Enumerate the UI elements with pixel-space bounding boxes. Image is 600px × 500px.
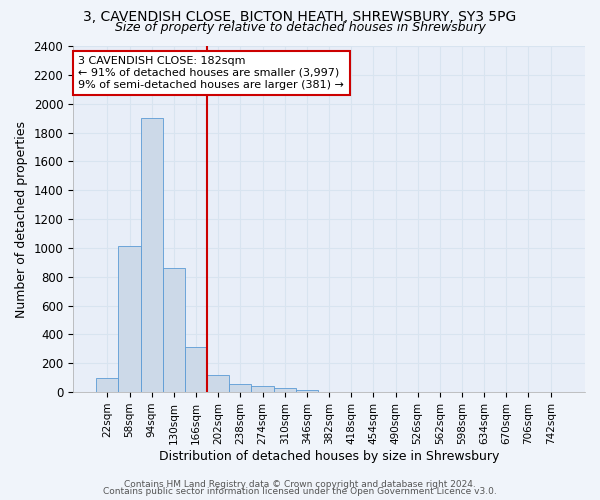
Bar xyxy=(140,118,163,392)
Bar xyxy=(251,386,274,392)
Bar xyxy=(185,348,207,392)
Text: Size of property relative to detached houses in Shrewsbury: Size of property relative to detached ho… xyxy=(115,21,485,34)
Text: Contains HM Land Registry data © Crown copyright and database right 2024.: Contains HM Land Registry data © Crown c… xyxy=(124,480,476,489)
Text: 3, CAVENDISH CLOSE, BICTON HEATH, SHREWSBURY, SY3 5PG: 3, CAVENDISH CLOSE, BICTON HEATH, SHREWS… xyxy=(83,10,517,24)
Bar xyxy=(96,378,118,392)
Bar xyxy=(118,246,140,392)
Bar xyxy=(229,384,251,392)
Text: Contains public sector information licensed under the Open Government Licence v3: Contains public sector information licen… xyxy=(103,488,497,496)
Bar xyxy=(207,375,229,392)
Y-axis label: Number of detached properties: Number of detached properties xyxy=(15,120,28,318)
Bar xyxy=(274,388,296,392)
Bar xyxy=(296,390,318,392)
Bar xyxy=(163,268,185,392)
Text: 3 CAVENDISH CLOSE: 182sqm
← 91% of detached houses are smaller (3,997)
9% of sem: 3 CAVENDISH CLOSE: 182sqm ← 91% of detac… xyxy=(78,56,344,90)
X-axis label: Distribution of detached houses by size in Shrewsbury: Distribution of detached houses by size … xyxy=(159,450,499,462)
